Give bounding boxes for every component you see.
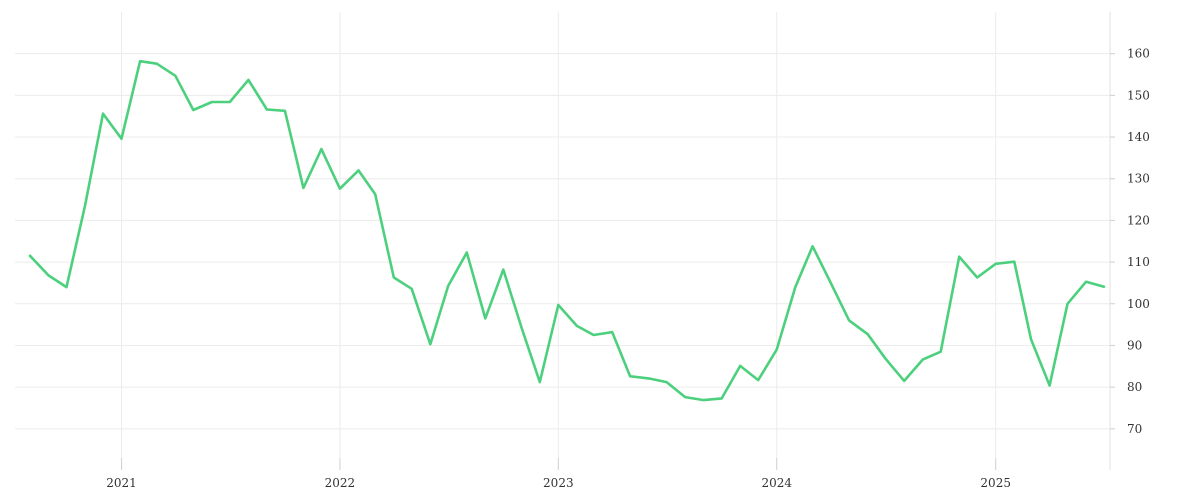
y-tick-label: 120 bbox=[1127, 213, 1150, 227]
x-tick-label: 2024 bbox=[761, 476, 792, 490]
series-layer bbox=[28, 59, 1106, 402]
y-tick-label: 80 bbox=[1127, 380, 1142, 394]
y-tick-label: 90 bbox=[1127, 338, 1142, 352]
vertical-gridlines bbox=[121, 12, 997, 458]
y-tick-label: 70 bbox=[1127, 422, 1142, 436]
x-axis: 2021 2022 2023 2024 2025 bbox=[106, 458, 1011, 490]
y-tick-label: 130 bbox=[1127, 172, 1150, 186]
x-tick-label: 2021 bbox=[106, 476, 137, 490]
x-tick-label: 2025 bbox=[980, 476, 1011, 490]
horizontal-gridlines bbox=[15, 53, 1110, 430]
y-tick-label: 100 bbox=[1127, 297, 1150, 311]
x-tick-label: 2023 bbox=[543, 476, 574, 490]
y-tick-label: 150 bbox=[1127, 88, 1150, 102]
series-line bbox=[28, 59, 1106, 402]
y-tick-label: 160 bbox=[1127, 47, 1150, 61]
y-tick-label: 140 bbox=[1127, 130, 1150, 144]
y-axis: 70 80 90 100 110 120 130 140 150 160 bbox=[1110, 47, 1150, 436]
x-tick-label: 2022 bbox=[325, 476, 356, 490]
y-tick-label: 110 bbox=[1127, 255, 1150, 269]
